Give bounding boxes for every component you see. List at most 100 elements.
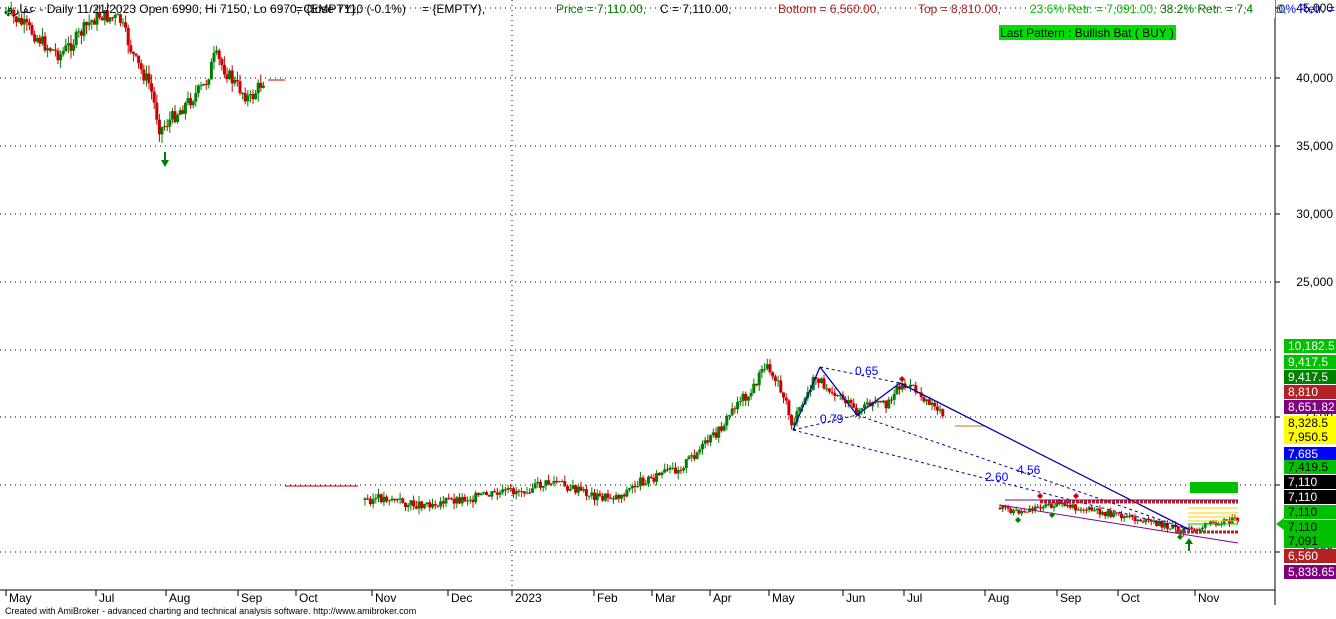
candle-2023 xyxy=(377,494,380,498)
candle-2023 xyxy=(800,404,804,408)
candle-2023 xyxy=(622,494,626,497)
y-tick-label: 45,000 xyxy=(1296,1,1333,15)
candle-2023 xyxy=(730,408,734,416)
candle-2023b xyxy=(1001,506,1005,509)
candle-2023 xyxy=(930,402,934,405)
candle-2022 xyxy=(95,12,99,25)
value-tag-bg xyxy=(1284,475,1336,489)
peak-marker xyxy=(1073,493,1079,499)
candle-2023 xyxy=(458,497,461,504)
candle-2023 xyxy=(717,426,721,438)
candle-2023 xyxy=(614,494,618,500)
candle-2022 xyxy=(108,17,112,22)
candle-2022 xyxy=(59,54,63,61)
candle-2023 xyxy=(479,493,483,496)
candle-2023 xyxy=(490,491,494,497)
candle-2023 xyxy=(908,384,912,388)
candle-2023b xyxy=(998,508,1002,509)
candle-2022 xyxy=(235,79,239,82)
candle-2023 xyxy=(414,506,418,509)
candle-2023 xyxy=(590,492,594,496)
candle-2023 xyxy=(733,408,737,410)
x-tick-label: Jul xyxy=(99,591,114,605)
candle-2023 xyxy=(476,492,480,496)
candle-2023 xyxy=(706,440,710,443)
x-axis: May Jul Aug Sep Oct Nov Dec 2023 Feb Mar Apr May Jun… xyxy=(5,590,1219,605)
candle-2023 xyxy=(868,402,872,407)
candle-2023b xyxy=(1030,508,1034,511)
candle-2022 xyxy=(72,44,76,51)
header-part: 23.6% Retr. = 7,091.00, xyxy=(1030,2,1156,16)
candle-2023b xyxy=(1039,507,1042,509)
candle-2023b xyxy=(1149,519,1153,522)
candle-2023 xyxy=(536,481,540,484)
candle-2023b xyxy=(1114,512,1118,514)
candle-2023 xyxy=(876,400,880,403)
candle-2023 xyxy=(544,480,548,486)
candle-2023 xyxy=(398,498,402,500)
candle-2023 xyxy=(719,426,723,431)
candle-2023b xyxy=(1084,509,1088,511)
candle-2023b xyxy=(1155,520,1159,526)
candle-2023 xyxy=(790,415,794,426)
candle-2022 xyxy=(194,93,198,102)
candle-2022 xyxy=(69,43,73,51)
candle-2022 xyxy=(46,48,50,51)
candle-2023b xyxy=(1009,508,1013,514)
candle-2023b xyxy=(1047,503,1051,505)
candle-2023 xyxy=(663,469,667,473)
candle-2023 xyxy=(922,397,926,402)
candle-2023 xyxy=(606,493,610,498)
candle-2023 xyxy=(382,496,386,503)
candle-2023 xyxy=(787,400,791,416)
candle-2023b xyxy=(1079,509,1083,511)
candle-2023b xyxy=(1168,528,1172,530)
candle-2023 xyxy=(833,392,837,396)
candle-2023 xyxy=(784,397,788,401)
candle-2023 xyxy=(703,440,707,444)
x-tick-label: Jun xyxy=(846,591,865,605)
candle-2023 xyxy=(498,492,502,495)
candle-2023 xyxy=(865,402,869,405)
candle-2023b xyxy=(1222,519,1226,524)
candle-2022 xyxy=(53,49,57,51)
candle-2022 xyxy=(183,103,187,114)
candle-2023 xyxy=(633,485,637,488)
candle-2023 xyxy=(630,485,634,489)
candle-2023b xyxy=(1160,520,1164,528)
candle-2022 xyxy=(233,79,237,84)
candle-2023 xyxy=(741,393,745,402)
value-tag: 8,328.5 xyxy=(1288,416,1328,430)
candle-2023 xyxy=(709,435,713,443)
candle-2023 xyxy=(471,499,475,503)
candle-2023 xyxy=(773,376,777,382)
value-tag: 5,838.65 xyxy=(1288,565,1335,579)
value-tag: 7,419.5 xyxy=(1288,460,1328,474)
value-tag-bg xyxy=(1284,447,1336,461)
candle-2022 xyxy=(181,110,185,114)
candle-2022 xyxy=(212,52,216,62)
candle-2023b xyxy=(1230,517,1234,524)
candle-2023 xyxy=(676,470,680,474)
candle-2022 xyxy=(248,93,252,96)
candle-2023b xyxy=(1049,503,1053,508)
candle-2022 xyxy=(204,83,208,85)
candle-2023b xyxy=(1209,520,1213,525)
trough-marker xyxy=(1015,517,1021,523)
candle-2023b xyxy=(1236,517,1240,522)
candle-2022 xyxy=(9,9,13,11)
candle-2023b xyxy=(1068,504,1072,508)
candle-2023 xyxy=(674,467,677,474)
candle-2023b xyxy=(1025,511,1029,513)
y-tick-label: 25,000 xyxy=(1296,275,1333,289)
candle-2022 xyxy=(246,95,250,102)
candle-2022 xyxy=(82,22,86,36)
candle-2023 xyxy=(660,472,664,476)
candle-2023b xyxy=(1036,506,1040,508)
candle-2023 xyxy=(460,496,464,504)
value-tag-bg xyxy=(1284,534,1336,548)
fib-ratio-label: 2.60 xyxy=(985,470,1009,484)
value-tag: 7,110 xyxy=(1288,490,1317,504)
candle-2023 xyxy=(557,481,561,483)
